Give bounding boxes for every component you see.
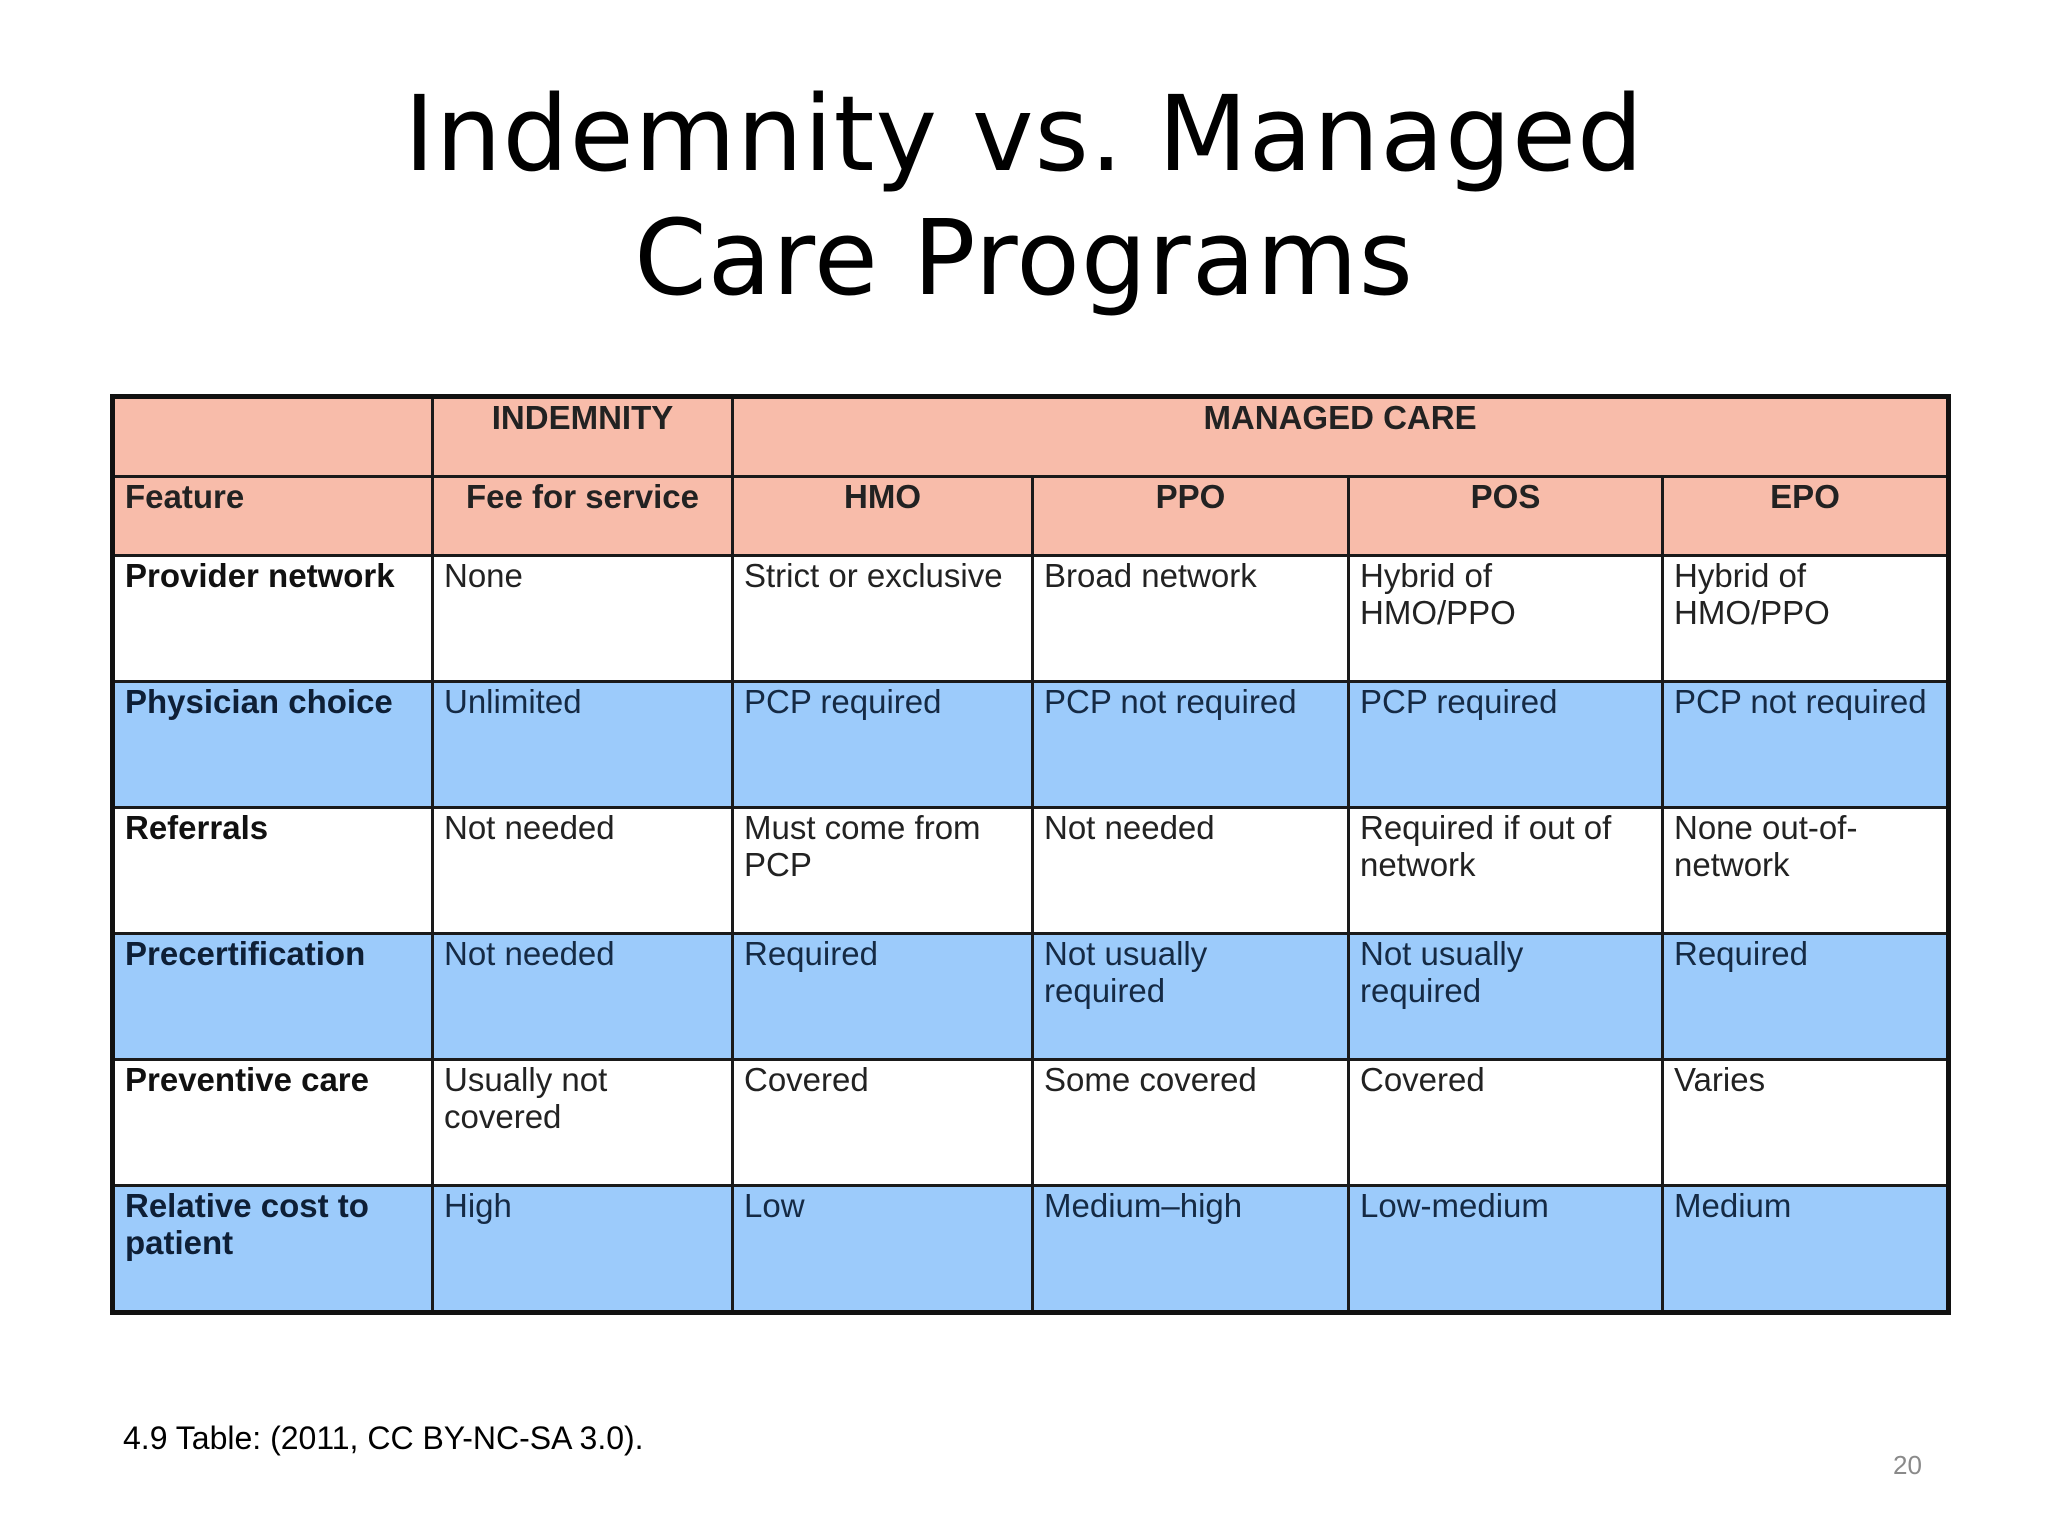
- row-label: Referrals: [111, 806, 434, 935]
- cell-hmo: Covered: [731, 1058, 1034, 1187]
- cell-hmo: Low: [731, 1184, 1034, 1314]
- cell-epo: PCP not required: [1660, 680, 1951, 809]
- row-label: Provider network: [111, 554, 434, 683]
- cell-fee-for-service: High: [431, 1184, 734, 1314]
- table-caption: 4.9 Table: (2011, CC BY-NC-SA 3.0).: [123, 1420, 644, 1456]
- column-header-hmo: HMO: [731, 475, 1034, 557]
- cell-pos: Required if out of network: [1347, 806, 1664, 935]
- group-header-managed-care: MANAGED CARE: [730, 395, 1951, 478]
- table-row-precertification: Precertification Not needed Required Not…: [111, 932, 1951, 1061]
- group-header-row: INDEMNITY MANAGED CARE: [111, 395, 1951, 478]
- cell-pos: Covered: [1347, 1058, 1664, 1187]
- cell-hmo: PCP required: [731, 680, 1034, 809]
- cell-ppo: Not usually required: [1031, 932, 1350, 1061]
- cell-ppo: Medium–high: [1031, 1184, 1350, 1314]
- cell-fee-for-service: Not needed: [431, 932, 734, 1061]
- cell-epo: Required: [1660, 932, 1951, 1061]
- cell-pos: PCP required: [1347, 680, 1664, 809]
- cell-fee-for-service: None: [431, 554, 734, 683]
- cell-fee-for-service: Not needed: [431, 806, 734, 935]
- column-header-epo: EPO: [1660, 475, 1951, 557]
- table-row-relative-cost: Relative cost to patient High Low Medium…: [111, 1184, 1951, 1314]
- column-header-ppo: PPO: [1031, 475, 1350, 557]
- row-label: Relative cost to patient: [111, 1184, 434, 1314]
- slide-title: Indemnity vs. Managed Care Programs: [0, 72, 2048, 320]
- cell-ppo: Not needed: [1031, 806, 1350, 935]
- table-row-provider-network: Provider network None Strict or exclusiv…: [111, 554, 1951, 683]
- column-header-pos: POS: [1347, 475, 1664, 557]
- column-header-fee-for-service: Fee for service: [431, 475, 734, 557]
- cell-pos: Not usually required: [1347, 932, 1664, 1061]
- cell-ppo: PCP not required: [1031, 680, 1350, 809]
- cell-epo: Medium: [1660, 1184, 1951, 1314]
- cell-hmo: Strict or exclusive: [731, 554, 1034, 683]
- cell-epo: Varies: [1660, 1058, 1951, 1187]
- cell-epo: None out-of-network: [1660, 806, 1951, 935]
- comparison-table: INDEMNITY MANAGED CARE Feature Fee for s…: [110, 394, 1952, 1315]
- cell-fee-for-service: Unlimited: [431, 680, 734, 809]
- cell-ppo: Broad network: [1031, 554, 1350, 683]
- cell-pos: Low-medium: [1347, 1184, 1664, 1314]
- table-row-physician-choice: Physician choice Unlimited PCP required …: [111, 680, 1951, 809]
- cell-pos: Hybrid of HMO/PPO: [1347, 554, 1664, 683]
- row-label: Precertification: [111, 932, 434, 1061]
- cell-hmo: Must come from PCP: [731, 806, 1034, 935]
- column-header-feature: Feature: [111, 475, 434, 557]
- slide-title-line-1: Indemnity vs. Managed: [403, 73, 1645, 195]
- row-label: Preventive care: [111, 1058, 434, 1187]
- page-number: 20: [1893, 1450, 1922, 1480]
- row-label: Physician choice: [111, 680, 434, 809]
- column-header-row: Feature Fee for service HMO PPO POS EPO: [111, 475, 1951, 557]
- cell-fee-for-service: Usually not covered: [431, 1058, 734, 1187]
- cell-ppo: Some covered: [1031, 1058, 1350, 1187]
- group-header-indemnity: INDEMNITY: [431, 395, 734, 478]
- table-row-preventive-care: Preventive care Usually not covered Cove…: [111, 1058, 1951, 1187]
- table-row-referrals: Referrals Not needed Must come from PCP …: [111, 806, 1951, 935]
- group-header-empty: [111, 395, 434, 478]
- slide-title-line-2: Care Programs: [634, 197, 1414, 319]
- cell-hmo: Required: [731, 932, 1034, 1061]
- cell-epo: Hybrid of HMO/PPO: [1660, 554, 1951, 683]
